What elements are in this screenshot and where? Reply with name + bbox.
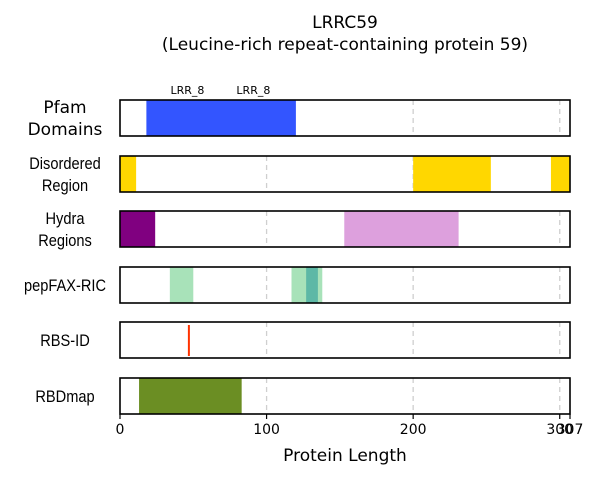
track-label: Domains: [28, 120, 103, 140]
track-background: [120, 267, 570, 303]
x-axis-title: Protein Length: [283, 446, 407, 466]
track-1: Disordered Region: [29, 155, 571, 195]
track-background: [120, 322, 570, 358]
region-bar: [413, 156, 491, 192]
track-4: RBS-ID: [40, 321, 571, 359]
region-bar: [139, 378, 242, 414]
domain-label: LRR_8: [236, 84, 270, 97]
track-label: Regions: [38, 232, 92, 250]
region-bar: [344, 211, 459, 247]
region-bar: [306, 267, 318, 303]
track-label: RBS-ID: [40, 332, 90, 350]
x-tick-label: 100: [253, 422, 280, 438]
track-label: Disordered: [29, 155, 100, 173]
region-bar: [550, 156, 570, 192]
x-tick-label: 200: [400, 422, 427, 438]
track-5: RBDmap: [35, 377, 571, 415]
track-3: pepFAX-RIC: [24, 266, 571, 304]
domain-label: LRR_8: [170, 84, 204, 97]
region-bar: [146, 100, 296, 136]
chart-subtitle: (Leucine-rich repeat-containing protein …: [162, 35, 528, 55]
track-border: [119, 210, 571, 248]
x-tick-label: 307: [557, 422, 584, 438]
track-border: [119, 155, 571, 193]
x-tick-label: 300: [546, 422, 573, 438]
region-bar: [169, 267, 194, 303]
track-background: [120, 156, 570, 192]
track-label: pepFAX-RIC: [24, 277, 106, 295]
track-label: Region: [42, 177, 88, 195]
x-tick-label: 0: [116, 422, 125, 438]
region-bar: [120, 156, 137, 192]
track-label: RBDmap: [35, 388, 94, 406]
chart-title: LRRC59: [312, 13, 378, 33]
track-border: [119, 99, 571, 137]
track-label: Hydra: [46, 210, 85, 228]
track-border: [119, 266, 571, 304]
track-2: Hydra Regions: [38, 210, 571, 250]
region-bar: [120, 211, 156, 247]
track-border: [119, 321, 571, 359]
track-border: [119, 377, 571, 415]
track-label: Pfam: [43, 98, 86, 118]
